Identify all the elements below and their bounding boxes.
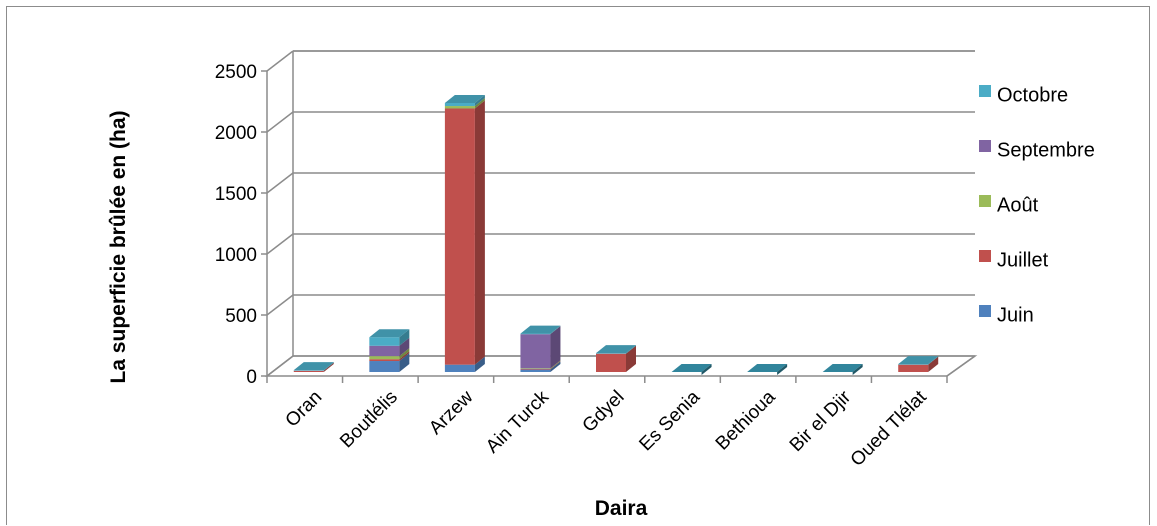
bar-side-empty: [701, 364, 712, 375]
y-tick-label: 0: [246, 367, 257, 388]
bar-side-juin: [399, 353, 410, 372]
bar-segment-août: [520, 368, 551, 369]
y-tick-label: 2500: [215, 62, 257, 83]
bar-side-juillet: [928, 356, 939, 372]
bar-side-juillet: [474, 100, 485, 365]
bar-top: [520, 325, 561, 334]
bar-side-août: [399, 348, 410, 360]
gridline-side: [266, 294, 294, 316]
x-tick-label: Bir el Djir: [786, 386, 856, 456]
bar-segment-octobre: [369, 337, 400, 346]
gridline-side: [266, 172, 294, 194]
bar-segment-juillet: [444, 108, 475, 365]
bar-segment-juin: [444, 364, 475, 372]
y-tick-label: 1000: [215, 245, 257, 266]
bar-segment-juillet: [520, 368, 551, 370]
gridline-side: [266, 233, 294, 255]
legend-label-juin: Juin: [997, 304, 1034, 326]
bar-segment-octobre: [293, 370, 324, 371]
bar-top: [444, 94, 485, 103]
bar-segment-septembre: [520, 334, 551, 369]
gridline-side: [266, 111, 294, 133]
y-tick-label: 1500: [215, 184, 257, 205]
bar-segment-juillet: [369, 359, 400, 362]
bar-segment-juin: [520, 369, 551, 372]
bar-segment-octobre: [444, 102, 475, 107]
bar-side-octobre: [399, 329, 410, 346]
bar-top: [898, 356, 939, 365]
legend-label-juillet: Juillet: [997, 249, 1049, 271]
bar-segment-août: [444, 106, 475, 109]
bar-segment-octobre: [520, 333, 551, 335]
bar-side-septembre: [550, 326, 561, 369]
bar-top: [671, 364, 712, 372]
x-tick-label: Oran: [282, 387, 327, 432]
x-tick-label: Ain Turck: [482, 386, 553, 457]
x-tick-label: Arzew: [425, 386, 477, 438]
bar-side-octobre: [474, 94, 485, 107]
bar-top: [293, 362, 334, 371]
legend-swatch-septembre: [979, 140, 991, 152]
x-tick-label: Bethioua: [712, 386, 780, 454]
y-tick-labels: 0 500 1000 1500 2000 2500: [215, 62, 257, 388]
x-tick-label: Boutlélis: [336, 387, 402, 453]
bar-side-octobre: [626, 345, 636, 354]
bar-side-août: [474, 98, 485, 109]
legend: Octobre Septembre Août Juillet Juin: [979, 84, 1095, 326]
bar-side-juillet: [626, 345, 636, 372]
bar-side-empty: [852, 364, 863, 375]
legend-swatch-octobre: [979, 85, 991, 97]
bar-top: [822, 364, 863, 372]
bar-segment-juillet: [293, 370, 324, 372]
bar-side-octobre: [928, 356, 939, 365]
legend-swatch-juin: [979, 305, 991, 317]
bar-side-juillet: [550, 360, 561, 370]
legend-label-août: Août: [997, 194, 1039, 216]
bar-segment-juillet: [898, 364, 929, 372]
bar-side-octobre: [323, 362, 334, 371]
y-axis-title: La superficie brûlée en (ha): [107, 110, 130, 383]
gridline-side: [266, 50, 294, 72]
bar-side-octobre: [550, 325, 561, 335]
legend-swatch-août: [979, 195, 991, 207]
bar-segment-octobre: [596, 353, 626, 354]
bars: [293, 94, 939, 375]
bar-segment-juin: [369, 361, 400, 372]
bar-side-septembre: [399, 337, 410, 357]
x-tick-labels: Oran Boutlélis Arzew Ain Turck Gdyel Es Senia…: [282, 386, 932, 471]
y-tick-label: 2000: [215, 123, 257, 144]
x-tick-label: Es Senia: [635, 386, 704, 455]
bar-side-juin: [550, 361, 561, 372]
y-tick-label: 500: [225, 306, 257, 327]
bar-side-août: [550, 360, 561, 369]
chart-frame: 0 500 1000 1500 2000 2500 Oran Boutlélis Arzew A…: [6, 6, 1150, 525]
legend-label-septembre: Septembre: [997, 139, 1095, 161]
bar-top: [596, 345, 636, 354]
bar-side-juin: [474, 356, 485, 372]
axes: [261, 70, 978, 383]
bar-segment-août: [369, 356, 400, 360]
x-tick-label: Gdyel: [579, 387, 629, 437]
bar-side-juillet: [323, 362, 334, 372]
gridlines: [266, 50, 975, 377]
x-axis-title: Daira: [595, 497, 648, 520]
x-tick-label: Oued Tlélat: [847, 386, 932, 471]
legend-swatch-juillet: [979, 250, 991, 262]
floor-right-edge: [946, 355, 976, 377]
bar-segment-octobre: [898, 364, 929, 365]
bar-top: [369, 329, 410, 338]
bar-top: [747, 364, 788, 372]
bar-side-juillet: [399, 351, 410, 362]
legend-label-octobre: Octobre: [997, 84, 1068, 106]
bar-segment-septembre: [369, 345, 400, 357]
bar-side-empty: [777, 364, 788, 375]
bar-segment-juillet: [596, 353, 626, 372]
